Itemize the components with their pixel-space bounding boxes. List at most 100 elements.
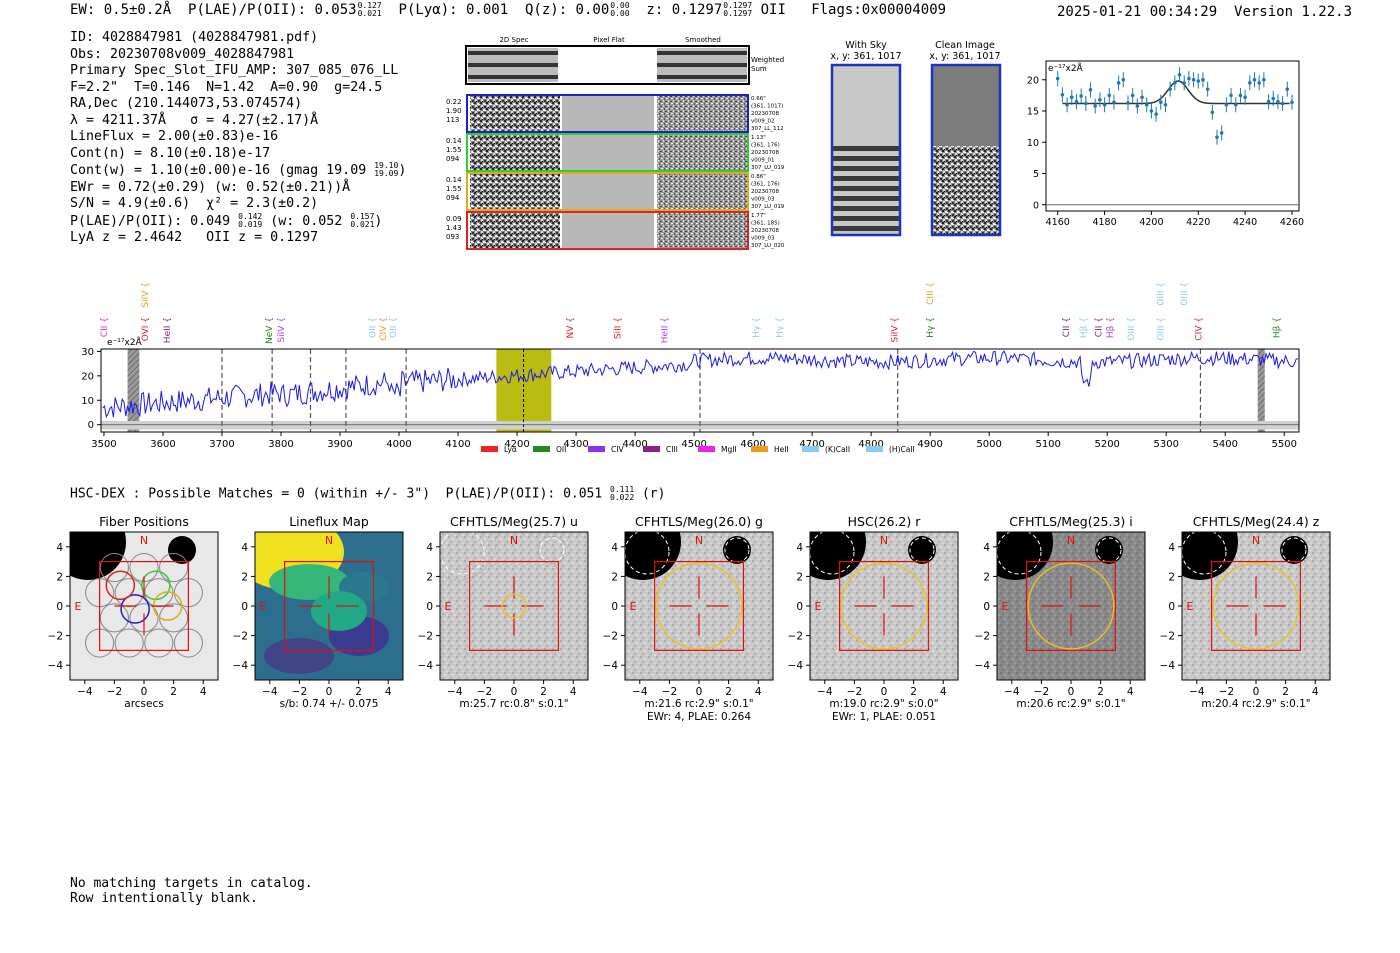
full-x-tick: 3800 xyxy=(268,439,293,450)
cutout-2d-spec xyxy=(470,135,560,170)
zoom-data-point xyxy=(1276,99,1280,104)
flags-value: Flags:0x00004009 xyxy=(811,2,947,18)
cutout-left-meta: 1.55 xyxy=(446,185,462,193)
panel-caption-2: EWr: 1, PLAE: 0.051 xyxy=(832,711,936,723)
panel-x-tick: −2 xyxy=(292,686,307,698)
zoom-data-point xyxy=(1069,95,1074,100)
info-plae: P(LAE)/P(OII): 0.049 0.142 0.019 (w: 0.05… xyxy=(70,211,383,229)
ew-value: EW: 0.5±0.2Å xyxy=(70,2,172,18)
cutout-pixel-flat xyxy=(562,135,654,170)
catalog-source-ring xyxy=(1182,532,1227,575)
hsc-dex-summary: HSC-DEX : Possible Matches = 0 (within +… xyxy=(70,485,666,502)
panel-x-tick: −2 xyxy=(107,686,122,698)
zoom-data-point xyxy=(1060,92,1065,97)
z-value: z: 0.1297 xyxy=(646,2,723,18)
zoom-data-point xyxy=(1243,95,1247,100)
catalog-source-ring xyxy=(625,532,670,575)
weighted-sum-label: Sum xyxy=(751,65,767,73)
search-box xyxy=(1210,560,1301,651)
panel-y-tick: 4 xyxy=(1168,542,1175,554)
zoom-data-point xyxy=(1107,93,1112,98)
panel-y-tick: 0 xyxy=(611,601,618,613)
panel-y-tick: 2 xyxy=(796,571,803,583)
cutout-right-meta: v009_02 xyxy=(751,119,775,125)
zoom-data-point xyxy=(1102,102,1107,107)
line-id-label: SiIV { xyxy=(891,317,901,343)
zoom-data-point xyxy=(1182,81,1187,85)
north-marker: N xyxy=(880,534,888,547)
cutout-row-frame xyxy=(466,133,749,172)
cutout-right-meta: v009_01 xyxy=(751,158,775,164)
zoom-data-point xyxy=(1158,100,1163,105)
full-x-tick: 3500 xyxy=(91,439,116,450)
panel-x-tick: 0 xyxy=(696,686,703,698)
zoom-y-tick: 10 xyxy=(1027,138,1039,149)
zoom-data-point xyxy=(1252,77,1257,82)
panel-title: CFHTLS/Meg(25.3) i xyxy=(1009,514,1133,529)
zoom-data-point xyxy=(1280,101,1285,106)
legend-swatch xyxy=(802,446,819,452)
panel-x-tick: 2 xyxy=(725,686,732,698)
panel-y-tick: 0 xyxy=(241,601,248,613)
line-id-label: Hβ { xyxy=(1273,317,1283,338)
info-obs: Obs: 20230708v009_4028847981 xyxy=(70,46,295,62)
line-id-label: OIII { xyxy=(1180,282,1190,306)
full-x-tick: 4700 xyxy=(799,439,824,450)
panel-y-tick: −2 xyxy=(48,631,63,643)
imaging-panel-g: CFHTLS/Meg(26.0) gNE−4 −2 0 2 4420−2−4m:21.6… xyxy=(603,514,774,723)
cutout-left-meta: 1.43 xyxy=(446,224,462,232)
cutout-right-meta: (361, 1017) xyxy=(751,104,783,110)
panel-title: HSC(26.2) r xyxy=(848,514,922,529)
full-x-tick: 3600 xyxy=(150,439,175,450)
zoom-data-point xyxy=(1266,99,1271,104)
east-marker: E xyxy=(75,600,82,613)
panel-x-tick: −2 xyxy=(662,686,677,698)
panel-x-tick: 4 xyxy=(570,686,577,698)
fiber-circle xyxy=(99,552,129,583)
legend-label: Lyα xyxy=(504,445,517,454)
panel-y-tick: 0 xyxy=(983,601,990,613)
zoom-x-tick: 4260 xyxy=(1280,217,1304,228)
with-sky-title: With Sky xyxy=(845,40,887,51)
full-x-tick: 5200 xyxy=(1094,439,1119,450)
detection-info: ID: 4028847981 (4028847981.pdf) Obs: 202… xyxy=(70,30,406,247)
cutout-right-meta: 0.86" xyxy=(751,174,766,180)
zoom-data-point xyxy=(1191,77,1196,82)
zoom-data-point xyxy=(1098,97,1102,102)
line-id-label: OIII { xyxy=(1156,317,1166,341)
zoom-data-point xyxy=(1135,104,1140,108)
cutout-smoothed xyxy=(657,213,747,248)
panel-x-tick: −4 xyxy=(632,686,648,698)
panel-title: CFHTLS/Meg(24.4) z xyxy=(1193,514,1320,529)
zoom-data-point xyxy=(1196,79,1201,83)
masked-band xyxy=(1257,349,1265,432)
panel-y-tick: −4 xyxy=(975,660,991,672)
zoom-data-point xyxy=(1055,76,1060,81)
east-marker: E xyxy=(445,600,452,613)
panel-caption: m:21.6 rc:2.9" s:0.1" xyxy=(644,698,753,710)
panel-x-tick: −2 xyxy=(477,686,492,698)
panel-x-tick: 4 xyxy=(200,686,207,698)
zoom-data-point xyxy=(1130,93,1135,98)
cutout-left-meta: 113 xyxy=(446,116,459,124)
fiber-primary xyxy=(120,594,150,624)
bright-source xyxy=(723,536,751,564)
full-spectrum-chart: 3500 3600 3700 3800 3900 4000 4100 4200 4300 4400… xyxy=(81,282,1300,454)
full-x-tick: 5400 xyxy=(1213,439,1238,450)
cutout-row-frame xyxy=(466,94,749,133)
cutout-left-meta: 0.14 xyxy=(446,137,462,145)
line-id-label: CII { xyxy=(1094,317,1104,337)
info-contn: Cont(n) = 8.10(±0.18)e-17 xyxy=(70,145,271,161)
panel-caption-2: EWr: 4, PLAE: 0.264 xyxy=(647,711,751,723)
east-marker: E xyxy=(1002,600,1009,613)
panel-y-tick: 0 xyxy=(56,601,63,613)
panel-title: CFHTLS/Meg(25.7) u xyxy=(450,514,578,529)
east-marker: E xyxy=(1187,600,1194,613)
full-y-tick: 0 xyxy=(88,420,94,431)
summary-header: EW: 0.5±0.2Å P(LAE)/P(OII): 0.053 0.127 0.… xyxy=(70,1,947,19)
cutout-left-meta: 093 xyxy=(446,233,459,241)
cutout-right-meta: 20230708 xyxy=(751,189,779,195)
zoom-y-tick: 0 xyxy=(1033,200,1039,211)
panel-caption: m:20.6 rc:2.9" s:0.1" xyxy=(1016,698,1125,710)
